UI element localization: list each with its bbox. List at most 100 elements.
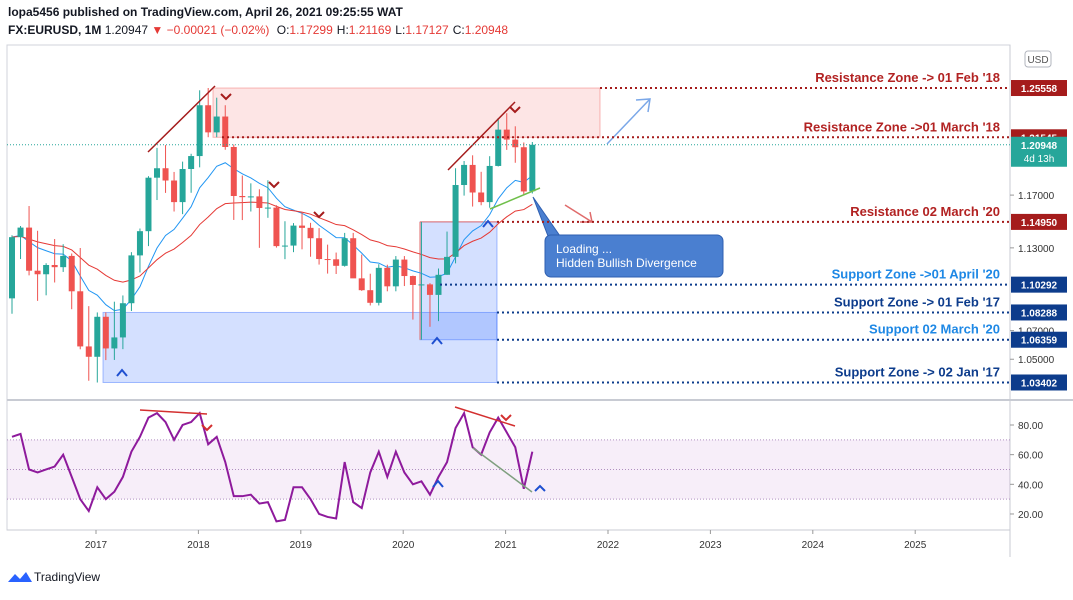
y-tick-label: 1.13000 xyxy=(1018,244,1055,255)
candle-body xyxy=(222,116,229,147)
symbol-line: FX:EURUSD, 1M 1.20947 ▼ −0.00021 (−0.02%… xyxy=(8,23,508,37)
candle-body xyxy=(102,316,109,349)
candle-body xyxy=(17,227,24,238)
ohlc-value: 1.20948 xyxy=(465,23,509,37)
candle-body xyxy=(409,276,416,285)
candle-body xyxy=(392,259,399,287)
y-tick-label: 1.17000 xyxy=(1018,191,1055,202)
arrow-down xyxy=(201,424,213,432)
arrow-down xyxy=(268,181,280,189)
arrow-down xyxy=(220,93,232,101)
projection-arrow xyxy=(564,204,593,223)
candle-body xyxy=(94,316,101,357)
candle-body xyxy=(60,255,67,268)
candle-body xyxy=(154,168,161,178)
candle-body xyxy=(85,346,92,357)
level-price-box xyxy=(1011,331,1067,348)
x-tick-label: 2020 xyxy=(392,540,415,551)
divergence-line xyxy=(139,409,208,415)
level-annotation: Support Zone -> 01 Feb '17 xyxy=(834,294,1000,309)
level-price-box xyxy=(1011,80,1067,97)
x-tick-label: 2022 xyxy=(597,540,620,551)
candle-body xyxy=(290,225,297,246)
level-price: 1.25558 xyxy=(1021,84,1058,95)
candle-body xyxy=(426,284,433,295)
ohlc: O:1.17299 H:1.21169 L:1.17127 C:1.20948 xyxy=(277,23,509,37)
candle-body xyxy=(145,177,152,232)
candle-body xyxy=(401,259,408,277)
logo xyxy=(8,572,32,582)
change: ▼ −0.00021 (−0.02%) xyxy=(151,23,269,37)
candle-body xyxy=(264,207,271,209)
x-tick-label: 2025 xyxy=(904,540,927,551)
candle-body xyxy=(512,139,519,148)
currency: USD xyxy=(1027,55,1048,66)
current-price: 1.20948 xyxy=(1021,141,1058,152)
footer: TradingView xyxy=(8,570,100,584)
x-tick-label: 2018 xyxy=(187,540,210,551)
x-tick-label: 2021 xyxy=(494,540,517,551)
candle-body xyxy=(384,267,391,287)
candle-body xyxy=(51,264,58,268)
arrow-up xyxy=(534,484,546,492)
drawings xyxy=(116,85,651,493)
candle-body xyxy=(299,225,306,228)
projection-arrow xyxy=(606,98,651,145)
level-price: 1.03402 xyxy=(1021,378,1058,389)
footer-brand[interactable]: TradingView xyxy=(34,570,100,584)
level-annotation: Resistance Zone ->01 March '18 xyxy=(804,119,1000,134)
candle-body xyxy=(486,165,493,203)
level-price: 1.10292 xyxy=(1021,281,1058,292)
candle-body xyxy=(350,238,357,279)
level-price-box xyxy=(1011,213,1067,230)
rsi-tick-label: 80.00 xyxy=(1018,421,1043,432)
candle-body xyxy=(375,267,382,303)
rsi-line xyxy=(11,410,534,523)
candle-body xyxy=(136,231,143,256)
candle-body xyxy=(418,284,425,286)
candle-body xyxy=(205,105,212,133)
support-zone xyxy=(102,311,498,383)
level-annotation: Resistance 02 March '20 xyxy=(850,204,1000,219)
ohlc-label: H: xyxy=(337,23,349,37)
level-price: 1.14950 xyxy=(1021,218,1058,229)
candle-body xyxy=(316,238,323,260)
arrow-down xyxy=(313,211,325,219)
level-price-box xyxy=(1011,276,1067,293)
candle-body xyxy=(503,129,510,140)
candle-body xyxy=(529,144,536,192)
ohlc-value: 1.17299 xyxy=(289,23,333,37)
candle-body xyxy=(333,259,340,266)
arrow-down xyxy=(500,414,512,422)
current-price-box xyxy=(1011,136,1067,167)
callout-box xyxy=(544,234,724,278)
candle-body xyxy=(324,259,331,261)
zones xyxy=(102,87,601,383)
candle-body xyxy=(444,256,451,275)
candle-body xyxy=(478,192,485,203)
x-tick-label: 2024 xyxy=(802,540,825,551)
resistance-zone xyxy=(212,87,601,138)
candle-body xyxy=(256,196,263,208)
candle-body xyxy=(34,270,41,275)
countdown: 4d 13h xyxy=(1024,154,1055,165)
callout: Loading ... Hidden Bullish Divergence xyxy=(532,196,724,278)
candle-body xyxy=(77,291,84,347)
currency-badge[interactable] xyxy=(1024,50,1052,68)
candle-body xyxy=(281,245,288,247)
candle-body xyxy=(435,274,442,295)
callout-text: Hidden Bullish Divergence xyxy=(556,256,697,270)
arrow-up xyxy=(116,368,128,377)
candle-body xyxy=(196,105,203,157)
candle-body xyxy=(239,196,246,198)
level-annotation: Resistance Zone -> 01 Feb '18 xyxy=(815,70,1000,85)
callout-text: Loading ... xyxy=(556,242,612,256)
candle-body xyxy=(9,237,15,299)
arrow-up xyxy=(432,479,444,488)
candle-body xyxy=(230,146,237,197)
y-tick-label: 1.05000 xyxy=(1018,355,1055,366)
candle-body xyxy=(68,255,75,292)
x-tick-label: 2023 xyxy=(699,540,722,551)
candle-body xyxy=(111,337,118,349)
candle-body xyxy=(213,116,220,133)
